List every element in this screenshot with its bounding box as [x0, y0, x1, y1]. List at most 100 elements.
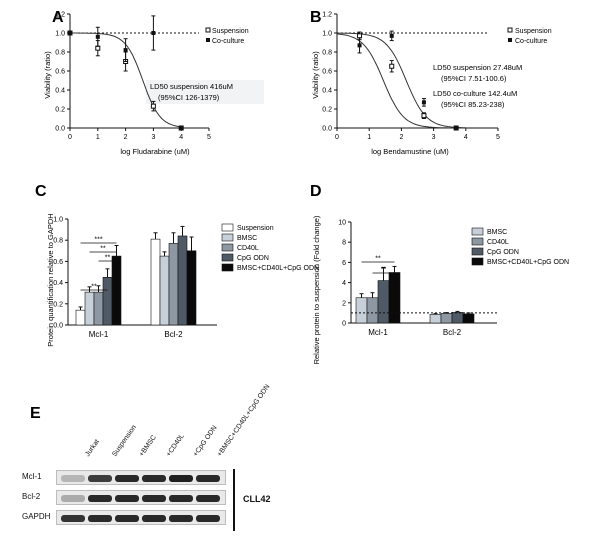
blot-band [61, 495, 85, 502]
panel-d-bar [377, 280, 390, 324]
panel-c-legend-label: Suspension [237, 225, 274, 232]
blot-band [88, 475, 112, 482]
panel-d-bar [462, 313, 475, 324]
panel-d-legend-label: BMSC+CD40L+CpG ODN [487, 259, 569, 266]
panel-d-bar [440, 313, 453, 324]
panel-d-ytick-label: 8 [342, 240, 346, 247]
panel-b-ytick-label: 0.8 [322, 50, 332, 57]
panel-c-ytick-label: 0.2 [53, 301, 63, 308]
panel-a-ld50-line1: LD50 suspension 416uM [150, 82, 233, 91]
panel-c-legend-swatch [221, 243, 234, 252]
panel-b-fit-0 [336, 33, 466, 129]
panel-c-sig-label: ** [91, 284, 97, 291]
panel-d-legend-label: CD40L [487, 239, 509, 246]
panel-d-ytick-label: 10 [338, 220, 346, 227]
panel-a-legend-marker-coculture [206, 38, 210, 42]
panel-c-ytick-label: 0.0 [53, 323, 63, 330]
panel-b-ld50-susp-line1: LD50 suspension 27.48uM [433, 63, 522, 72]
panel-c-legend-label: CD40L [237, 245, 259, 252]
panel-a-ytick-label: 0.6 [55, 69, 65, 76]
panel-d-ytick-label: 2 [342, 300, 346, 307]
panel-c-ytick-label: 0.6 [53, 259, 63, 266]
panel-b-ytick-label: 0.2 [322, 107, 332, 114]
panel-b-ld50-cc-line1: LD50 co-culture 142.4uM [433, 89, 517, 98]
panel-c-bar [93, 291, 104, 326]
blot-band [115, 515, 139, 522]
panel-b-legend-coculture: Co-culture [515, 38, 547, 45]
panel-a-letter: A [52, 9, 64, 26]
panel-c: C Protein quantification relative to GAP… [35, 183, 319, 347]
panel-a-annotation-box [146, 80, 264, 104]
panel-b-ytick-label: 0.0 [322, 126, 332, 133]
panel-d-bar [366, 297, 379, 324]
panel-a-legend-suspension: Suspension [212, 28, 249, 35]
panel-d-bar [429, 314, 442, 324]
panel-b-point-suspension [389, 63, 395, 69]
blot-band [115, 475, 139, 482]
panel-b-xtick-label: 5 [496, 134, 500, 141]
panel-a-xtick-label: 5 [207, 134, 211, 141]
panel-d-legend-swatch [471, 247, 484, 256]
panel-c-legend-swatch [221, 263, 234, 272]
panel-a-xtick-label: 3 [151, 134, 155, 141]
panel-b-point-suspension [421, 113, 427, 119]
panel-b-ld50-cc-line2: (95%CI 85.23-238) [441, 100, 505, 109]
panel-c-category-label: Bcl-2 [164, 330, 183, 339]
panel-b-letter: B [310, 9, 322, 26]
panel-c-legend-label: BMSC [237, 235, 257, 242]
panel-d-ytick-label: 4 [342, 280, 346, 287]
panel-d-legend-label: CpG ODN [487, 249, 519, 256]
panel-d-ytick-label: 0 [342, 321, 346, 328]
panel-c-bar [102, 276, 113, 326]
panel-c-legend-label: BMSC+CD40L+CpG ODN [237, 265, 319, 272]
panel-d-legend-swatch [471, 237, 484, 246]
panel-d-legend-label: BMSC [487, 229, 507, 236]
panel-c-legend-swatch [221, 253, 234, 262]
panel-c-bar [84, 291, 95, 326]
panel-c-ytick-label: 0.4 [53, 280, 63, 287]
panel-a-point-coculture [123, 48, 128, 53]
panel-b-point-coculture [421, 100, 426, 105]
panel-a-ylabel: Viability (ratio) [43, 51, 52, 99]
blot-band [61, 475, 85, 482]
blot-band [88, 495, 112, 502]
panel-a-ytick-label: 0.8 [55, 50, 65, 57]
panel-a: A log Fludarabine (uM) Viability (ratio)… [43, 9, 264, 156]
panel-b-xtick-label: 0 [335, 134, 339, 141]
blot-band [61, 515, 85, 522]
panel-c-bar [168, 243, 179, 326]
blot-band [196, 515, 220, 522]
panel-a-xtick-label: 4 [179, 134, 183, 141]
panel-b-legend-marker-coculture [508, 38, 512, 42]
panel-a-ytick-label: 0.4 [55, 88, 65, 95]
panel-d-ylabel: Relative protein to suspension (Fold cha… [312, 215, 321, 364]
panel-b-xtick-label: 3 [432, 134, 436, 141]
panel-b-xlabel: log Bendamustine (uM) [371, 147, 449, 156]
panel-d-sig-label: ** [375, 256, 381, 263]
panel-b-xtick-label: 1 [367, 134, 371, 141]
panel-c-category-label: Mcl-1 [89, 330, 109, 339]
panel-a-point-coculture [95, 34, 100, 39]
blot-strip-gapdh [56, 510, 226, 525]
panel-d: D Relative protein to suspension (Fold c… [310, 183, 569, 364]
panel-a-ld50-line2: (95%CI 126-1379) [158, 93, 220, 102]
panel-c-bar [177, 235, 188, 326]
panel-b-point-coculture [389, 33, 394, 38]
blot-strip-mcl1 [56, 470, 226, 485]
panel-b-xtick-label: 4 [464, 134, 468, 141]
blot-band [88, 515, 112, 522]
blot-band [142, 495, 166, 502]
panel-a-xtick-label: 2 [124, 134, 128, 141]
panel-b-ytick-label: 1.0 [322, 31, 332, 38]
panel-a-legend-coculture: Co-culture [212, 38, 244, 45]
blot-band [142, 475, 166, 482]
panel-a-xlabel: log Fludarabine (uM) [120, 147, 190, 156]
blot-band [196, 475, 220, 482]
panel-c-bar [111, 255, 122, 326]
panel-d-bar [355, 297, 368, 324]
panel-c-ytick-label: 1.0 [53, 217, 63, 224]
panel-d-legend-swatch [471, 227, 484, 236]
panel-a-point-suspension [150, 103, 156, 109]
panel-b: B log Bendamustine (uM) Viability (ratio… [310, 9, 552, 156]
